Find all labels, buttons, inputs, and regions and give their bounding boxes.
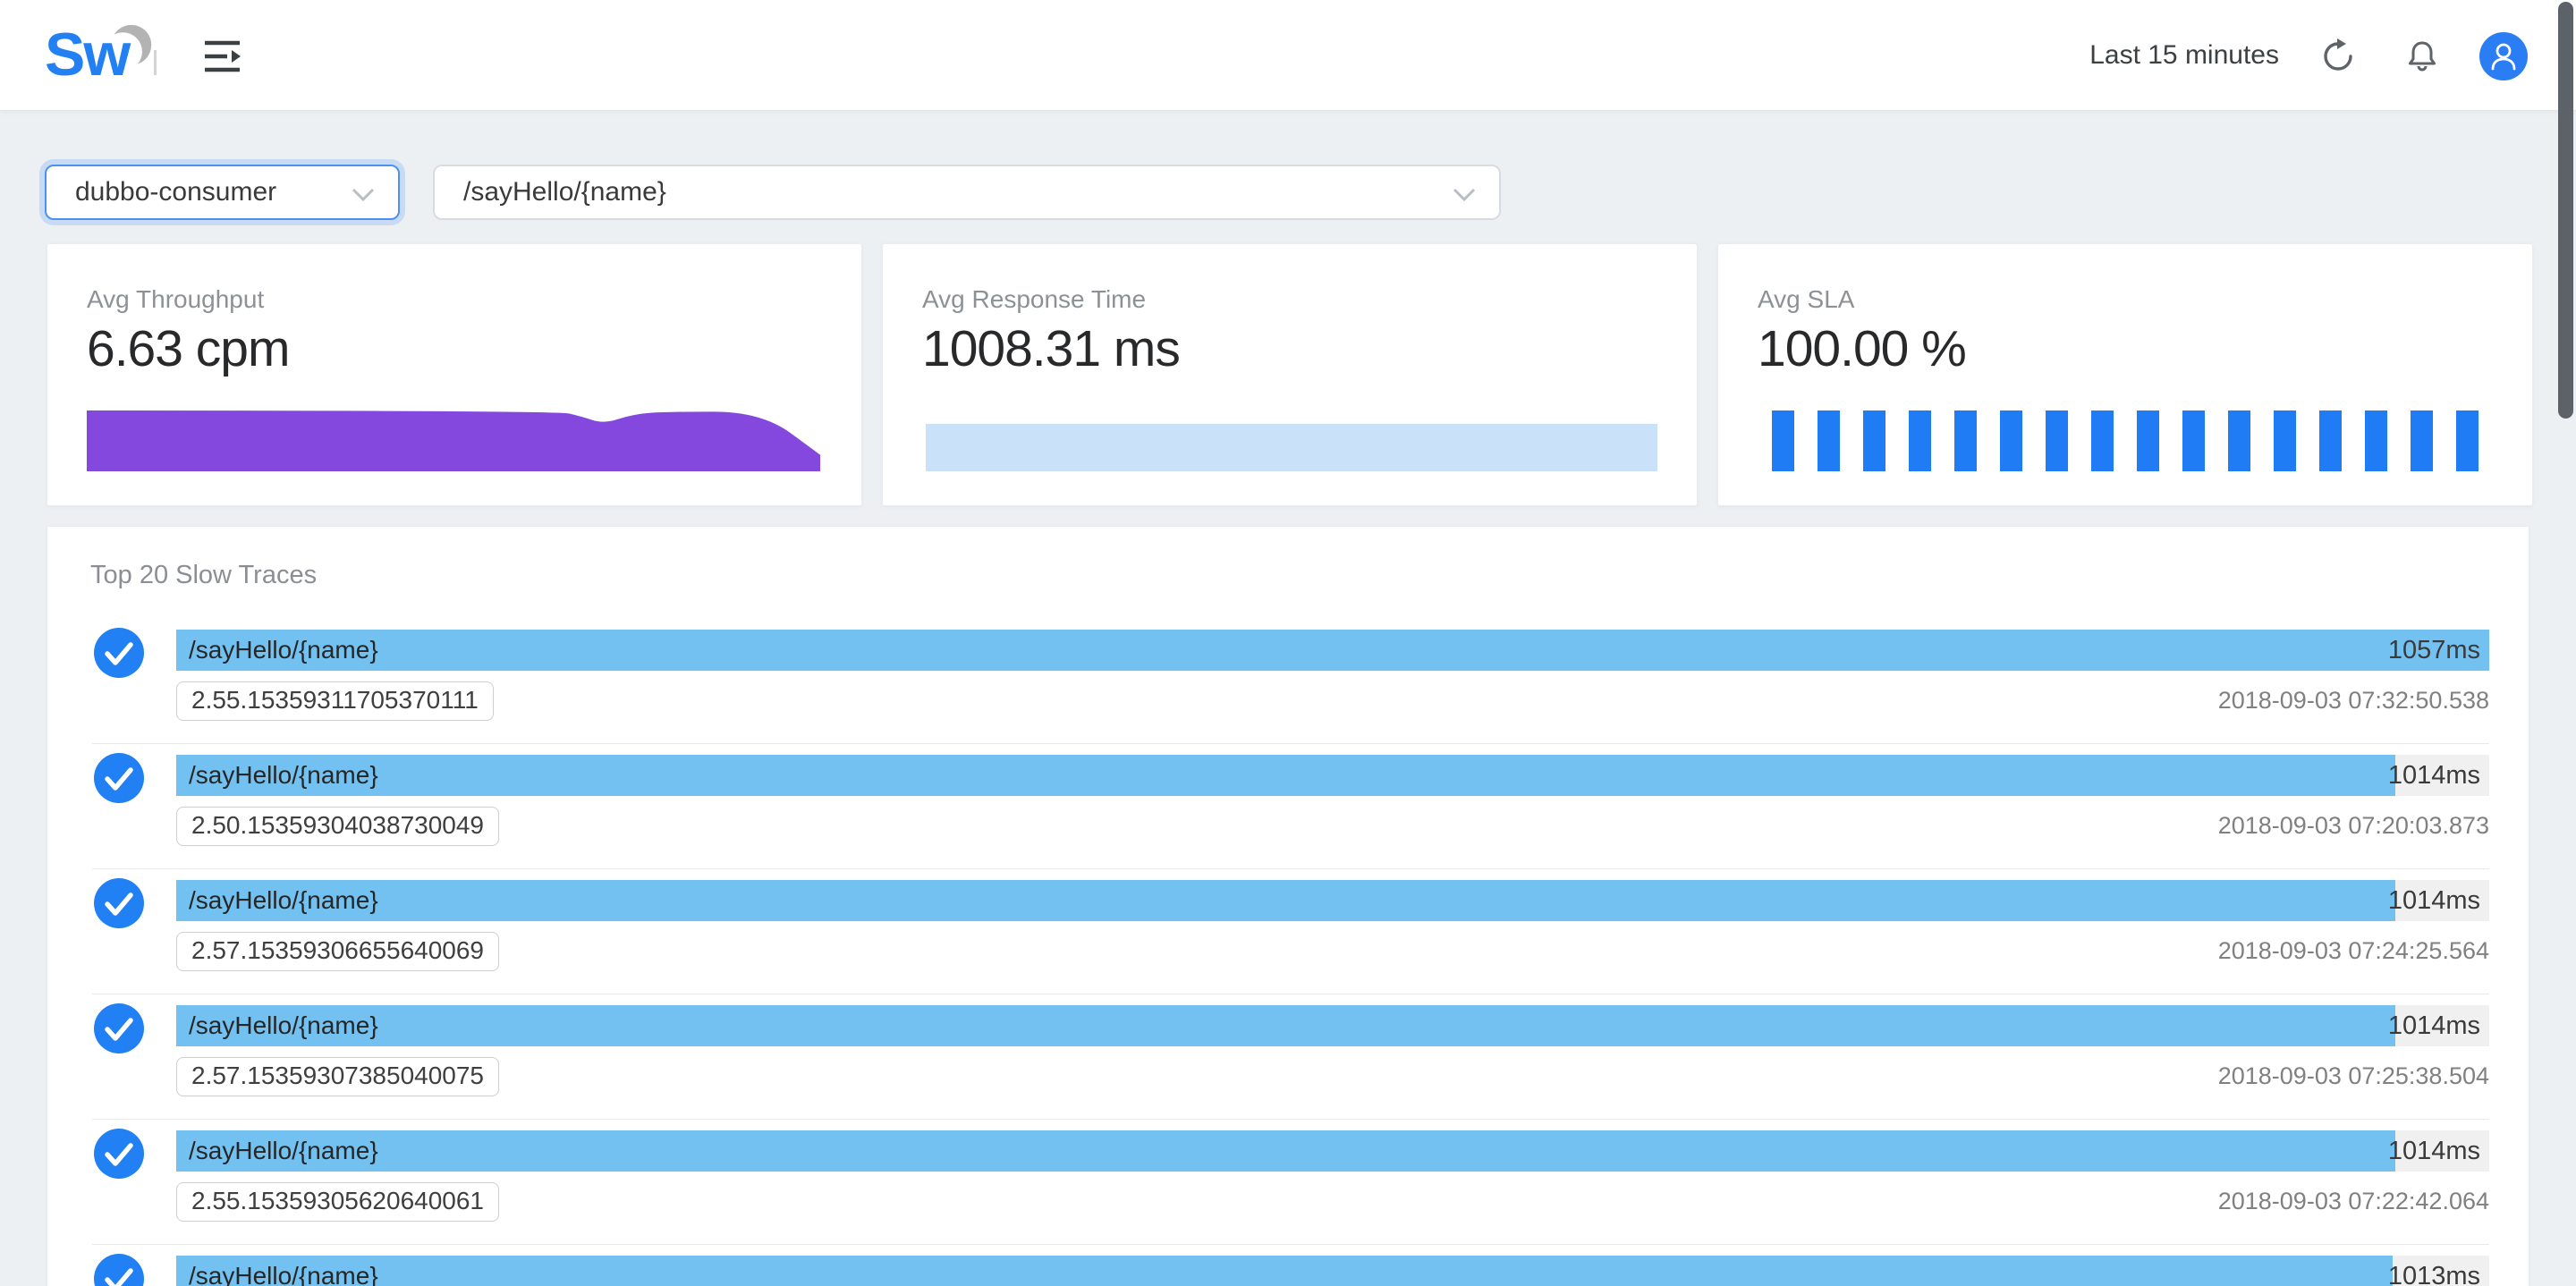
trace-duration-label: 1014ms (2387, 1011, 2480, 1040)
trace-endpoint-label: /sayHello/{name} (189, 1011, 378, 1039)
avg-sla-card: Avg SLA 100.00 % (1717, 243, 2533, 506)
response-time-bar (926, 423, 1657, 471)
trace-row[interactable]: /sayHello/{name} 1014ms 2.57.1535930738504… (47, 994, 2529, 1120)
trace-endpoint-label: /sayHello/{name} (189, 636, 378, 664)
metric-label: Avg Response Time (922, 285, 1147, 313)
sla-bar (2000, 410, 2022, 471)
trace-row[interactable]: /sayHello/{name} 1013ms (47, 1245, 2529, 1286)
logo-divider (154, 50, 157, 75)
trace-success-check-icon (94, 753, 144, 803)
metric-value: 100.00 % (1758, 320, 1967, 377)
sla-bar (2182, 410, 2205, 471)
sla-bar (1954, 410, 1977, 471)
sla-bar (2228, 410, 2250, 471)
response-time-chart (926, 410, 1657, 471)
app-logo: Sw (45, 21, 131, 89)
logo-crescent-icon (104, 24, 152, 72)
trace-success-check-icon (94, 1129, 144, 1179)
trace-endpoint-label: /sayHello/{name} (189, 886, 378, 914)
service-select[interactable]: dubbo-consumer (45, 165, 400, 220)
trace-duration-track[interactable]: /sayHello/{name} 1014ms (176, 1005, 2489, 1046)
top-bar: Sw Last 15 minutes (0, 0, 2576, 111)
trace-success-check-icon (94, 1003, 144, 1053)
trace-row[interactable]: /sayHello/{name} 1057ms 2.55.1535931170537… (47, 619, 2529, 744)
trace-id-pill[interactable]: 2.57.15359306655640069 (176, 932, 500, 971)
trace-duration-label: 1014ms (2387, 886, 2480, 915)
avg-response-time-card: Avg Response Time 1008.31 ms (882, 243, 1698, 506)
sla-bar (2274, 410, 2296, 471)
time-range-selector[interactable]: Last 15 minutes (2089, 40, 2279, 70)
service-select-value: dubbo-consumer (75, 177, 277, 207)
trace-start-time: 2018-09-03 07:25:38.504 (2217, 1062, 2489, 1089)
trace-endpoint-label: /sayHello/{name} (189, 761, 378, 789)
metric-label: Avg SLA (1758, 285, 1855, 313)
trace-endpoint-label: /sayHello/{name} (189, 1262, 378, 1286)
trace-success-check-icon (94, 878, 144, 928)
trace-start-time: 2018-09-03 07:22:42.064 (2217, 1188, 2489, 1214)
sla-bar (2365, 410, 2387, 471)
trace-row[interactable]: /sayHello/{name} 1014ms 2.57.1535930665564… (47, 869, 2529, 994)
endpoint-select[interactable]: /sayHello/{name} (433, 165, 1501, 220)
panel-title: Top 20 Slow Traces (90, 561, 318, 589)
throughput-sparkline (87, 410, 820, 471)
trace-duration-label: 1057ms (2387, 636, 2480, 664)
metric-value: 6.63 cpm (87, 320, 290, 377)
trace-id-pill[interactable]: 2.57.15359307385040075 (176, 1057, 500, 1096)
trace-id-pill[interactable]: 2.55.15359311705370111 (176, 681, 494, 721)
user-icon (2491, 43, 2516, 71)
trace-duration-track[interactable]: /sayHello/{name} 1014ms (176, 755, 2489, 796)
trace-row[interactable]: /sayHello/{name} 1014ms 2.55.1535930562064… (47, 1120, 2529, 1245)
metric-value: 1008.31 ms (922, 320, 1181, 377)
sla-bar (2456, 410, 2479, 471)
trace-duration-bar (176, 1256, 2394, 1286)
sla-bar (1772, 410, 1794, 471)
endpoint-select-value: /sayHello/{name} (463, 177, 666, 207)
sla-bar (2319, 410, 2342, 471)
trace-duration-bar (176, 755, 2395, 796)
sla-bar-chart (1772, 410, 2479, 471)
trace-duration-track[interactable]: /sayHello/{name} 1014ms (176, 1130, 2489, 1172)
trace-start-time: 2018-09-03 07:20:03.873 (2217, 812, 2489, 839)
metric-label: Avg Throughput (87, 285, 265, 313)
trace-endpoint-label: /sayHello/{name} (189, 1137, 378, 1164)
sla-bar (1863, 410, 1885, 471)
sla-bar (2046, 410, 2068, 471)
trace-duration-bar (176, 1005, 2395, 1046)
chevron-down-icon (1453, 188, 1476, 202)
sla-bar (2091, 410, 2114, 471)
trace-success-check-icon (94, 1254, 144, 1286)
trace-duration-bar (176, 630, 2489, 671)
trace-duration-bar (176, 1130, 2395, 1172)
user-avatar[interactable] (2479, 32, 2528, 80)
trace-success-check-icon (94, 628, 144, 678)
sla-bar (1818, 410, 1840, 471)
trace-duration-track[interactable]: /sayHello/{name} 1013ms (176, 1256, 2489, 1286)
slow-traces-panel: Top 20 Slow Traces /sayHello/{name} 1057m… (47, 526, 2529, 1286)
trace-duration-label: 1013ms (2387, 1262, 2480, 1286)
trace-duration-label: 1014ms (2387, 1137, 2480, 1165)
sla-bar (2411, 410, 2433, 471)
trace-duration-bar (176, 880, 2395, 921)
notifications-bell-icon[interactable] (2404, 38, 2440, 74)
vertical-scrollbar-thumb[interactable] (2558, 2, 2573, 419)
trace-rows: /sayHello/{name} 1057ms 2.55.1535931170537… (47, 619, 2529, 1286)
trace-id-pill[interactable]: 2.55.15359305620640061 (176, 1182, 500, 1222)
chevron-down-icon (352, 188, 375, 202)
trace-duration-label: 1014ms (2387, 761, 2480, 790)
trace-start-time: 2018-09-03 07:24:25.564 (2217, 937, 2489, 964)
trace-row[interactable]: /sayHello/{name} 1014ms 2.50.1535930403873… (47, 744, 2529, 869)
trace-duration-track[interactable]: /sayHello/{name} 1014ms (176, 880, 2489, 921)
trace-duration-track[interactable]: /sayHello/{name} 1057ms (176, 630, 2489, 671)
sla-bar (1909, 410, 1931, 471)
trace-id-pill[interactable]: 2.50.15359304038730049 (176, 807, 500, 846)
trace-start-time: 2018-09-03 07:32:50.538 (2217, 687, 2489, 714)
collapse-menu-icon[interactable] (204, 39, 243, 73)
sla-bar (2137, 410, 2159, 471)
avg-throughput-card: Avg Throughput 6.63 cpm (47, 243, 862, 506)
refresh-icon[interactable] (2320, 38, 2356, 74)
